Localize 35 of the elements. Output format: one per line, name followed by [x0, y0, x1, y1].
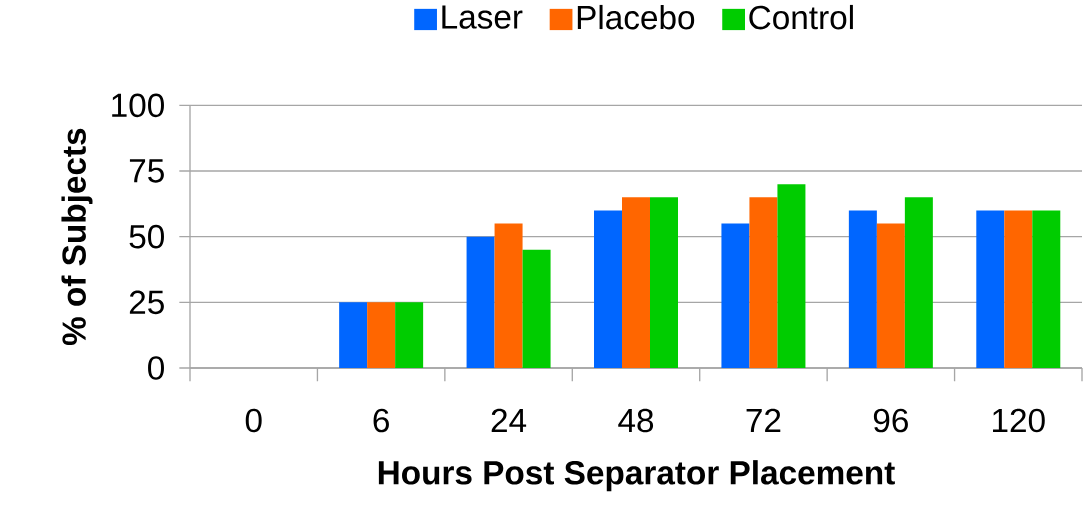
y-tick-label: 50	[129, 224, 164, 249]
legend-label: Placebo	[577, 4, 695, 30]
x-tick-label: 6	[373, 408, 389, 433]
bar	[339, 302, 368, 368]
x-tick-label: 72	[746, 408, 781, 432]
bar	[876, 223, 905, 368]
bar	[650, 197, 678, 368]
bar	[622, 197, 650, 368]
x-tick-label: 120	[993, 408, 1045, 433]
x-tick-label: 48	[618, 408, 654, 433]
y-tick-label: 25	[129, 290, 164, 315]
bar	[777, 184, 806, 368]
bar	[395, 302, 424, 368]
x-axis-title: Hours Post Separator Placement	[378, 460, 895, 492]
bar	[749, 197, 778, 368]
legend-label: Control	[749, 4, 853, 30]
bar	[1032, 210, 1061, 368]
legend-label: Laser	[442, 5, 523, 29]
bar	[976, 210, 1005, 368]
x-tick-label: 0	[245, 408, 262, 433]
y-tick-label: 0	[148, 356, 164, 380]
bar	[848, 210, 877, 368]
bar	[367, 302, 396, 368]
x-tick-label: 24	[491, 408, 527, 432]
bar	[522, 249, 551, 368]
bar	[1004, 210, 1033, 368]
y-tick-label: 75	[129, 159, 164, 183]
bar	[494, 223, 523, 368]
bar	[594, 210, 622, 368]
y-axis-title: % of Subjects	[61, 128, 93, 346]
bar	[904, 197, 933, 368]
bar	[721, 223, 750, 368]
bar	[466, 236, 495, 368]
x-tick-label: 96	[873, 408, 908, 433]
y-tick-label: 100	[112, 93, 164, 118]
